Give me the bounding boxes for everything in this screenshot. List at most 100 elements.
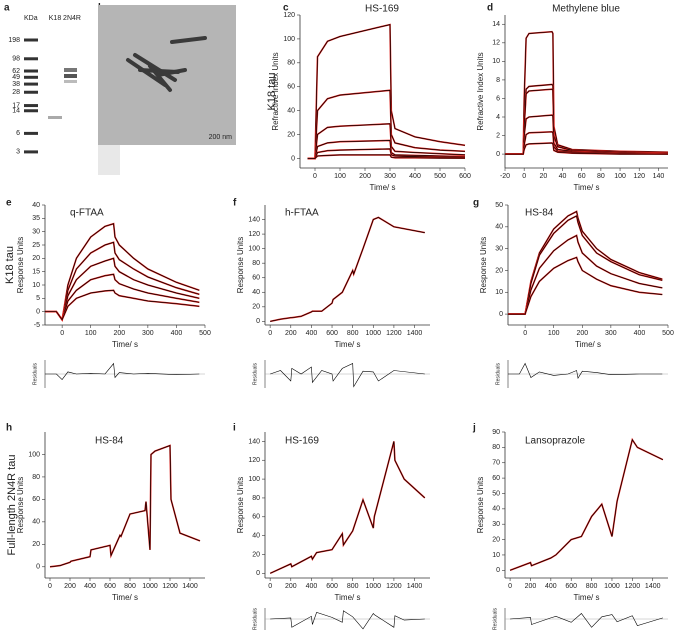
marker-band [24,131,38,135]
y-tick-label: 140 [248,438,260,445]
row-label: K18 tau [266,73,278,111]
y-axis-label: Response Units [16,477,25,533]
x-tick-label: 400 [171,330,183,337]
x-tick-label: 60 [578,173,586,180]
y-tick-label: 10 [495,289,503,296]
x-tick-label: 0 [523,330,527,337]
residual-label: Residuals [252,363,258,385]
data-line [307,123,466,159]
y-tick-label: 30 [32,229,40,236]
marker-band [24,150,38,154]
chart-title: Methylene blue [552,4,620,15]
x-tick-label: 600 [326,583,338,590]
y-tick-label: 80 [252,495,260,502]
y-tick-label: 30 [495,245,503,252]
x-axis-label: Time/ s [574,593,600,602]
x-tick-label: 100 [334,173,346,180]
y-tick-label: 80 [252,260,260,267]
x-tick-label: 400 [84,583,96,590]
y-tick-label: 20 [252,304,260,311]
x-tick-label: 80 [597,173,605,180]
x-axis-label: Time/ s [112,593,138,602]
data-line [508,215,663,315]
marker-label: 198 [8,37,20,44]
x-tick-label: 200 [576,330,588,337]
data-line [49,444,201,568]
marker-band [24,57,38,61]
y-tick-label: 50 [492,490,500,497]
x-tick-label: 0 [313,173,317,180]
chart-title: HS-84 [95,436,124,447]
y-tick-label: 0 [36,309,40,316]
y-tick-label: 0 [496,151,500,158]
y-tick-label: 25 [32,242,40,249]
data-line [307,140,466,159]
x-tick-label: 0 [508,583,512,590]
gel-header: KDa [24,15,38,22]
fit-line [508,210,663,315]
data-line [307,24,466,159]
y-tick-label: 120 [248,457,260,464]
micrograph-edge [98,145,120,175]
lane-label: K18 [49,15,62,22]
panel-letter: a [4,3,10,14]
chart-title: HS-169 [285,436,319,447]
y-tick-label: 20 [492,536,500,543]
y-axis-label: Response Units [476,477,485,533]
y-tick-label: 10 [492,552,500,559]
fit-line [49,444,201,568]
residual-line [270,610,425,630]
marker-label: 14 [12,108,20,115]
x-tick-label: 120 [633,173,645,180]
y-axis-label: Refractive Index Units [476,52,485,130]
x-tick-label: 800 [347,330,359,337]
x-tick-label: 600 [459,173,471,180]
residual-line [508,362,663,380]
marker-band [24,69,38,73]
y-tick-label: -5 [34,322,40,329]
y-tick-label: 14 [492,21,500,28]
residual-label: Residuals [252,608,258,630]
y-tick-label: 80 [32,474,40,481]
x-axis-label: Time/ s [574,183,600,192]
y-tick-label: 40 [252,532,260,539]
marker-band [24,109,38,113]
x-tick-label: 300 [142,330,154,337]
y-tick-label: 100 [248,245,260,252]
y-tick-label: 0 [256,570,260,577]
fit-line [270,216,425,323]
x-tick-label: 300 [384,173,396,180]
y-tick-label: 0 [36,564,40,571]
data-line [505,131,669,155]
data-line [45,241,200,321]
y-tick-label: 60 [32,496,40,503]
y-tick-label: 10 [32,282,40,289]
x-tick-label: 1000 [365,330,381,337]
x-tick-label: 1400 [645,583,661,590]
data-line [508,256,663,315]
residual-label: Residuals [495,363,501,385]
y-tick-label: 120 [283,12,295,19]
scale-bar-label: 200 nm [209,134,233,141]
y-tick-label: 35 [32,215,40,222]
data-line [505,114,668,155]
marker-label: 38 [12,81,20,88]
x-tick-label: 20 [539,173,547,180]
y-tick-label: 140 [248,216,260,223]
residual-label: Residuals [492,608,498,630]
marker-band [24,90,38,94]
y-tick-label: 100 [28,451,40,458]
marker-label: 17 [12,102,20,109]
x-tick-label: 400 [409,173,421,180]
data-line [307,89,466,159]
x-tick-label: 1400 [182,583,198,590]
y-tick-label: 40 [492,506,500,513]
x-axis-label: Time/ s [370,183,396,192]
x-tick-label: 1400 [407,583,423,590]
y-tick-label: 40 [287,107,295,114]
chart-title: Lansoprazole [525,436,585,447]
x-tick-label: 200 [64,583,76,590]
x-tick-label: 1200 [386,583,402,590]
panel-letter: e [6,198,12,209]
